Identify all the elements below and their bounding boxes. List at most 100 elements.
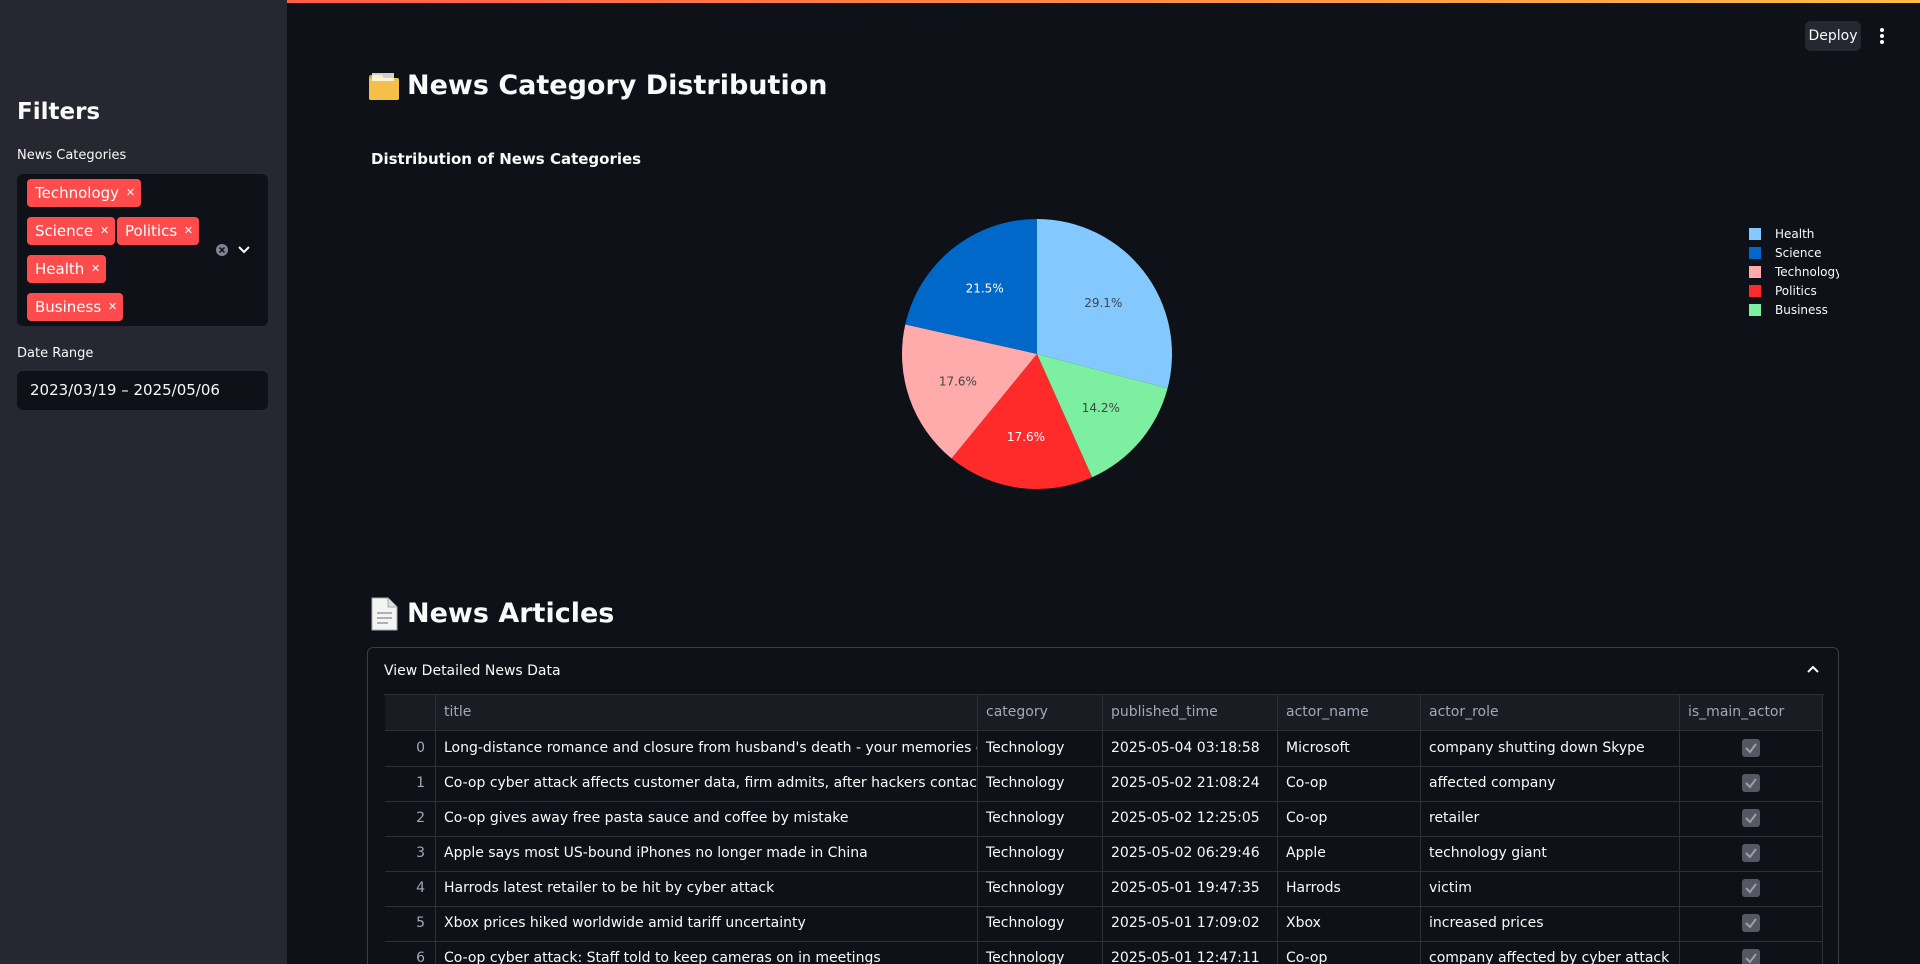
row-index: 3 [385,836,436,871]
legend-label: Science [1775,246,1822,260]
table-cell [1680,906,1823,941]
table-row: 4 Harrods latest retailer to be hit by cy… [385,871,1823,907]
table-cell: Technology [978,801,1103,836]
checkbox-check [1745,918,1757,929]
checkbox-check [1745,953,1757,964]
table-cell: Long-distance romance and closure from h… [436,731,978,766]
checkbox-check [1745,778,1757,789]
table-cell: Technology [978,731,1103,766]
table-cell [1680,801,1823,836]
checkbox [1742,949,1760,964]
chart-title: Distribution of News Categories [371,150,641,168]
legend-swatch [1749,285,1761,297]
checkbox-check [1745,848,1757,859]
field-label: Date Range [17,346,94,361]
menu-button[interactable] [1876,26,1888,46]
pie-slice [1037,219,1172,389]
table-cell: 2025-05-04 03:18:58 [1103,731,1278,766]
table-cell: 2025-05-02 21:08:24 [1103,766,1278,801]
sidebar: Filters News Categories Technology Scienc… [0,0,287,964]
checkbox-box [1742,844,1760,862]
checkbox [1742,879,1760,897]
date-input[interactable]: 2023/03/19 – 2025/05/06 [17,371,268,410]
filter-tag[interactable]: Technology [27,179,142,207]
table-cell: Xbox [1278,906,1421,941]
expander-toggle[interactable] [1806,664,1820,674]
expander-label[interactable]: View Detailed News Data [384,663,561,679]
checkbox [1742,739,1760,757]
table-cell [1680,941,1823,964]
checkbox-box [1742,774,1760,792]
table-cell: Harrods [1278,871,1421,906]
slice-label: 14.2% [1082,401,1120,415]
filter-tag[interactable]: Health [27,255,107,283]
checkbox [1742,914,1760,932]
folder-icon [369,73,399,100]
table-cell: 2025-05-02 12:25:05 [1103,801,1278,836]
multiselect[interactable]: Technology SciencePolitics Health Business [17,174,268,326]
table-cell: 2025-05-02 06:29:46 [1103,836,1278,871]
legend-swatch [1749,266,1761,278]
filter-tag[interactable]: Science [27,217,116,245]
checkbox [1742,774,1760,792]
legend-label: Business [1775,303,1828,317]
table-cell [1680,871,1823,906]
table-row: 3 Apple says most US-bound iPhones no lon… [385,836,1823,872]
table-cell: affected company [1421,766,1680,801]
table-cell: Co-op cyber attack: Staff told to keep c… [436,941,978,964]
deploy-button[interactable]: Deploy [1805,21,1861,51]
column-header: category [978,695,1103,730]
top-decoration [0,0,1920,3]
table-cell: retailer [1421,801,1680,836]
pie-slice [951,354,1093,489]
table-cell: Technology [978,871,1103,906]
table-cell: Apple says most US-bound iPhones no long… [436,836,978,871]
checkbox [1742,844,1760,862]
filter-tag[interactable]: Business [27,293,124,321]
slice-label: 17.6% [1007,430,1045,444]
checkbox-box [1742,914,1760,932]
pie-chart: Distribution of News Categories 29.1% 21.… [371,150,1839,489]
legend-label: Politics [1775,284,1817,298]
table-cell: Harrods latest retailer to be hit by cyb… [436,871,978,906]
table-cell [1680,766,1823,801]
checkbox-check [1745,883,1757,894]
table-cell: 2025-05-01 17:09:02 [1103,906,1278,941]
table-row: 2 Co-op gives away free pasta sauce and c… [385,801,1823,837]
table-row: 5 Xbox prices hiked worldwide amid tariff… [385,906,1823,942]
checkbox [1742,809,1760,827]
checkbox-box [1742,739,1760,757]
checkbox-box [1742,809,1760,827]
table-cell: technology giant [1421,836,1680,871]
table-cell: Co-op cyber attack affects customer data… [436,766,978,801]
row-index: 1 [385,766,436,801]
table-cell: company affected by cyber attack [1421,941,1680,964]
table-cell: increased prices [1421,906,1680,941]
slice-label: 21.5% [966,282,1004,296]
table-cell: Technology [978,836,1103,871]
section-heading: News Category Distribution [407,70,828,101]
checkbox-check [1745,743,1757,754]
table-row: 1 Co-op cyber attack affects customer dat… [385,766,1823,802]
table-cell: 2025-05-01 19:47:35 [1103,871,1278,906]
section-heading: News Articles [407,598,615,629]
column-header: published_time [1103,695,1278,730]
table-header: title category published_time actor_name act… [385,695,1823,731]
table-cell: Technology [978,941,1103,964]
table-cell: Co-op [1278,801,1421,836]
table-cell [1680,836,1823,871]
pie-slice [905,219,1037,354]
table-cell: company shutting down Skype [1421,731,1680,766]
table-cell: Technology [978,906,1103,941]
table-cell: Xbox prices hiked worldwide amid tariff … [436,906,978,941]
checkbox-box [1742,949,1760,964]
checkbox-check [1745,813,1757,824]
column-header: actor_name [1278,695,1421,730]
filter-tag[interactable]: Politics [117,217,200,245]
pie-slice [902,324,1037,459]
legend-swatch [1749,228,1761,240]
row-index: 2 [385,801,436,836]
column-header [385,695,436,730]
legend-label: Health [1775,227,1814,241]
